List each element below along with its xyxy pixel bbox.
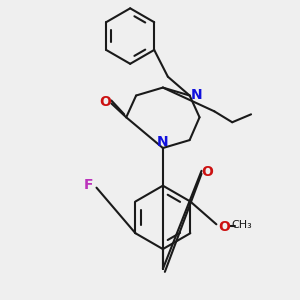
Text: O: O [218, 220, 230, 234]
Text: N: N [191, 88, 203, 101]
Text: F: F [84, 178, 93, 192]
Text: CH₃: CH₃ [232, 220, 253, 230]
Text: N: N [157, 135, 169, 149]
Text: O: O [202, 165, 213, 179]
Text: O: O [100, 95, 111, 110]
